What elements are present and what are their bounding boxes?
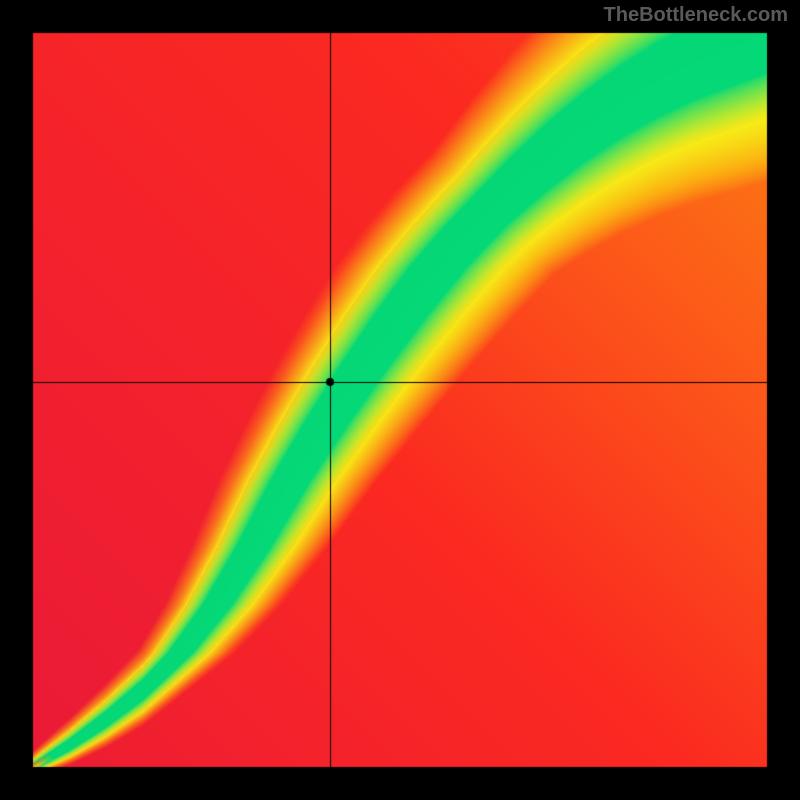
watermark-text: TheBottleneck.com xyxy=(604,4,788,27)
bottleneck-heatmap xyxy=(0,0,800,800)
